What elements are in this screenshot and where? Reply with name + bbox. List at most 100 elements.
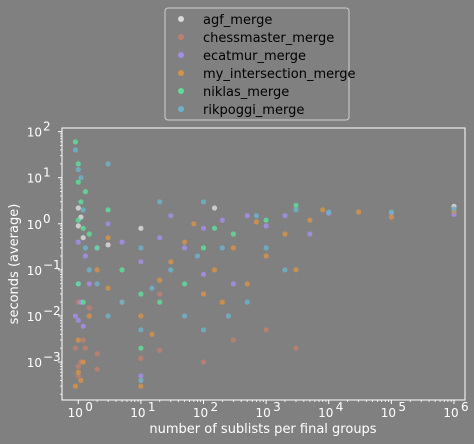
data-point-rikpoggi_merge: [78, 175, 84, 181]
x-tick-exponent: 2: [210, 400, 218, 414]
data-point-chessmaster_merge: [94, 351, 100, 357]
data-point-rikpoggi_merge: [75, 167, 81, 173]
data-point-rikpoggi_merge: [80, 207, 86, 213]
data-point-rikpoggi_merge: [138, 377, 144, 383]
legend-label-niklas_merge: niklas_merge: [203, 85, 289, 100]
data-point-my_intersection_merge: [94, 267, 100, 273]
data-point-my_intersection_merge: [105, 285, 111, 291]
data-point-my_intersection_merge: [86, 313, 92, 319]
data-point-ecatmur_merge: [75, 239, 81, 245]
data-point-chessmaster_merge: [82, 345, 88, 351]
data-point-niklas_merge: [182, 281, 188, 287]
data-point-my_intersection_merge: [138, 313, 144, 319]
x-tick-label: 10: [318, 406, 333, 420]
y-tick-exponent: 1: [43, 166, 51, 180]
data-point-ecatmur_merge: [182, 245, 188, 251]
x-tick-exponent: 3: [273, 400, 281, 414]
data-point-my_intersection_merge: [80, 359, 86, 365]
data-point-ecatmur_merge: [80, 323, 86, 329]
data-point-rikpoggi_merge: [168, 267, 174, 273]
y-tick-label: 10: [27, 310, 42, 324]
y-axis-label: seconds (average): [7, 204, 22, 325]
data-point-my_intersection_merge: [293, 267, 299, 273]
data-point-niklas_merge: [75, 179, 81, 185]
x-tick-label: 10: [130, 406, 145, 420]
data-point-ecatmur_merge: [282, 213, 288, 219]
data-point-ecatmur_merge: [105, 221, 111, 227]
data-point-rikpoggi_merge: [86, 267, 92, 273]
data-point-rikpoggi_merge: [138, 327, 144, 333]
data-point-agf_merge: [105, 242, 111, 248]
data-point-chessmaster_merge: [80, 337, 86, 343]
data-point-my_intersection_merge: [191, 221, 197, 227]
data-point-rikpoggi_merge: [388, 209, 394, 215]
data-point-ecatmur_merge: [200, 271, 207, 277]
data-point-chessmaster_merge: [94, 366, 100, 372]
legend-label-chessmaster_merge: chessmaster_merge: [203, 31, 334, 46]
data-point-ecatmur_merge: [138, 373, 144, 379]
data-point-niklas_merge: [200, 245, 207, 251]
data-point-chessmaster_merge: [86, 305, 92, 311]
legend-marker-rikpoggi_merge: [178, 106, 184, 112]
x-tick-label: 10: [381, 406, 396, 420]
data-point-rikpoggi_merge: [105, 313, 111, 319]
data-point-ecatmur_merge: [307, 231, 313, 237]
data-point-my_intersection_merge: [72, 383, 78, 389]
data-point-ecatmur_merge: [168, 213, 174, 219]
data-point-my_intersection_merge: [211, 267, 218, 273]
data-point-niklas_merge: [80, 225, 86, 231]
y-tick-label: 10: [27, 264, 42, 278]
data-point-niklas_merge: [211, 225, 218, 231]
data-point-agf_merge: [138, 225, 144, 231]
legend-label-my_intersection_merge: my_intersection_merge: [203, 67, 356, 82]
x-tick-exponent: 6: [461, 400, 469, 414]
data-point-chessmaster_merge: [157, 347, 163, 353]
data-point-chessmaster_merge: [293, 345, 299, 351]
data-point-rikpoggi_merge: [72, 147, 78, 153]
x-tick-label: 10: [443, 406, 458, 420]
y-tick-exponent: −2: [43, 304, 61, 318]
data-point-ecatmur_merge: [75, 317, 81, 323]
data-point-niklas_merge: [72, 139, 78, 145]
data-point-my_intersection_merge: [200, 291, 207, 297]
data-point-agf_merge: [75, 223, 81, 229]
data-point-rikpoggi_merge: [194, 253, 200, 259]
data-point-niklas_merge: [94, 245, 100, 251]
data-point-my_intersection_merge: [78, 377, 84, 383]
data-point-rikpoggi_merge: [253, 213, 259, 219]
x-tick-exponent: 0: [85, 400, 93, 414]
data-point-niklas_merge: [78, 199, 84, 205]
data-point-my_intersection_merge: [307, 217, 313, 223]
y-tick-label: 10: [27, 126, 42, 140]
data-point-ecatmur_merge: [200, 225, 207, 231]
data-point-niklas_merge: [105, 207, 111, 213]
data-point-my_intersection_merge: [230, 245, 236, 251]
legend-label-ecatmur_merge: ecatmur_merge: [203, 49, 306, 64]
data-point-chessmaster_merge: [138, 355, 144, 361]
data-point-my_intersection_merge: [75, 369, 81, 375]
y-tick-exponent: −3: [43, 350, 61, 364]
legend-marker-niklas_merge: [178, 88, 184, 94]
data-point-chessmaster_merge: [75, 373, 81, 379]
data-point-agf_merge: [211, 205, 218, 211]
data-point-rikpoggi_merge: [225, 313, 231, 319]
data-point-rikpoggi_merge: [182, 313, 188, 319]
data-point-niklas_merge: [75, 217, 81, 223]
data-point-my_intersection_merge: [263, 253, 269, 259]
x-tick-exponent: 4: [336, 400, 344, 414]
data-point-ecatmur_merge: [263, 223, 269, 229]
data-point-agf_merge: [80, 235, 86, 241]
x-tick-exponent: 5: [398, 400, 406, 414]
data-point-niklas_merge: [75, 161, 81, 167]
legend-label-rikpoggi_merge: rikpoggi_merge: [203, 103, 304, 118]
plot-area: [61, 127, 466, 401]
legend-marker-ecatmur_merge: [178, 52, 184, 58]
data-point-rikpoggi_merge: [157, 199, 163, 205]
data-point-rikpoggi_merge: [451, 206, 457, 212]
y-tick-exponent: 0: [43, 212, 51, 226]
data-point-niklas_merge: [75, 281, 81, 287]
legend-label-agf_merge: agf_merge: [203, 13, 272, 28]
data-point-rikpoggi_merge: [105, 161, 111, 167]
